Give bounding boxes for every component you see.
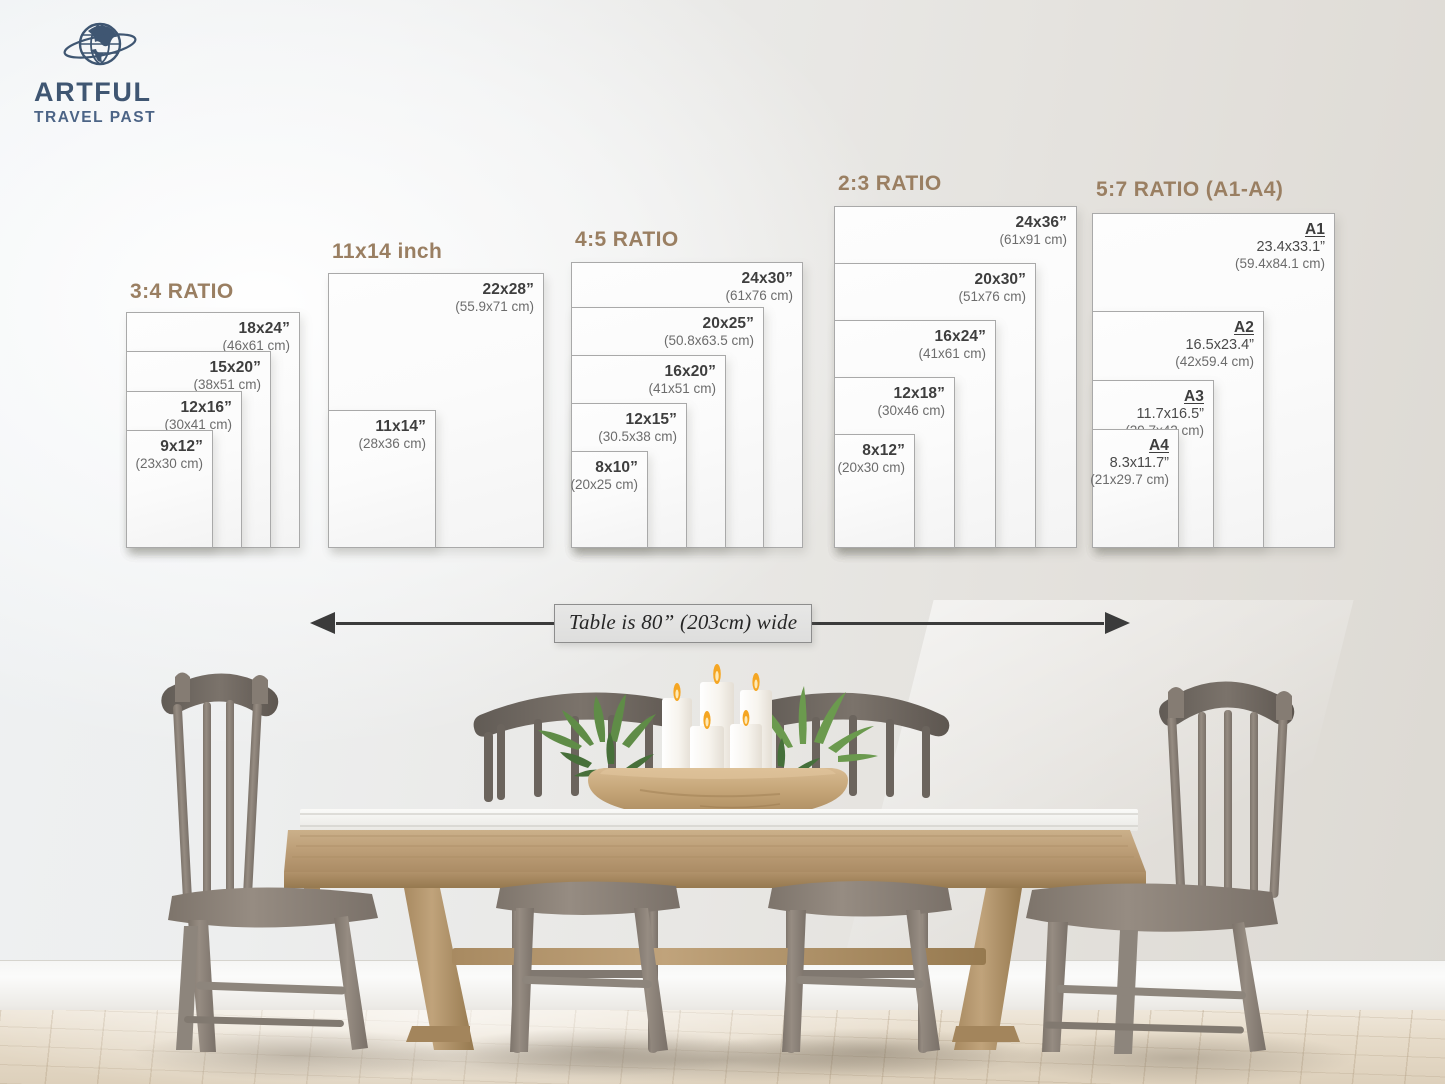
- frame-size-cm: (28x36 cm): [358, 436, 426, 452]
- frame-size-cm: (30.5x38 cm): [598, 429, 677, 445]
- frame-size-cm: (20x25 cm): [570, 477, 638, 493]
- frame-size-cm: (42x59.4 cm): [1175, 354, 1254, 370]
- frame-size-cm: (50.8x63.5 cm): [663, 333, 754, 349]
- frame-size[interactable]: A4 8.3x11.7” (21x29.7 cm): [1090, 429, 1179, 548]
- frame-label: 24x30” (61x76 cm): [725, 270, 793, 304]
- frame-label: 15x20” (38x51 cm): [193, 359, 261, 393]
- frame-label: A2 16.5x23.4” (42x59.4 cm): [1175, 319, 1254, 370]
- measure-label: Table is 80” (203cm) wide: [569, 610, 798, 634]
- dining-table: [284, 809, 1146, 1050]
- frame-size-name: A4: [1148, 437, 1169, 454]
- frame-label: 18x24” (46x61 cm): [222, 320, 290, 354]
- arrow-left-icon: [310, 612, 335, 634]
- arrow-right-icon: [1105, 612, 1130, 634]
- frame-label: 22x28” (55.9x71 cm): [455, 281, 534, 315]
- wooden-bowl: [588, 768, 848, 820]
- frame-size-inches: 18x24”: [238, 320, 290, 337]
- frame-size-inches: 20x30”: [974, 271, 1026, 288]
- frame-label: 24x36” (61x91 cm): [999, 214, 1067, 248]
- frame-size-cm: (59.4x84.1 cm): [1234, 256, 1325, 272]
- frame-size-inches: 8.3x11.7”: [1109, 455, 1169, 472]
- frame-size-cm: (61x91 cm): [999, 232, 1067, 248]
- frame-size-cm: (30x41 cm): [164, 417, 232, 433]
- centerpiece: [538, 664, 878, 820]
- frame-label: 8x12” (20x30 cm): [837, 442, 905, 476]
- frame-label: 9x12” (23x30 cm): [135, 438, 203, 472]
- logo-title: ARTFUL: [34, 77, 152, 107]
- chair-left: [161, 672, 378, 1052]
- furniture-layer: [130, 664, 1355, 1084]
- table-runner: [300, 809, 1138, 831]
- frame-size-cm: (20x30 cm): [837, 460, 905, 476]
- frame-size-cm: (46x61 cm): [222, 338, 290, 354]
- measure-label-box: Table is 80” (203cm) wide: [554, 604, 813, 643]
- frame-size-cm: (21x29.7 cm): [1090, 472, 1169, 488]
- frame-label: 11x14” (28x36 cm): [358, 418, 426, 452]
- frame-size-inches: 15x20”: [209, 359, 261, 376]
- frame-size-inches: 16x24”: [934, 328, 986, 345]
- frame-size-inches: 12x18”: [893, 385, 945, 402]
- frame-size[interactable]: 8x12” (20x30 cm): [834, 434, 915, 548]
- succulents: [538, 694, 656, 750]
- frame-size-inches: 24x30”: [741, 270, 793, 287]
- frame-size-cm: (41x61 cm): [918, 346, 986, 362]
- frame-label: 16x24” (41x61 cm): [918, 328, 986, 362]
- frame-size-inches: 16.5x23.4”: [1185, 337, 1254, 354]
- frame-size[interactable]: 11x14” (28x36 cm): [328, 410, 436, 548]
- frame-size-cm: (41x51 cm): [648, 381, 716, 397]
- frame-label: 12x15” (30.5x38 cm): [598, 411, 677, 445]
- frame-size-cm: (55.9x71 cm): [455, 299, 534, 315]
- frame-size-inches: 11.7x16.5”: [1136, 406, 1204, 423]
- frame-label: A1 23.4x33.1” (59.4x84.1 cm): [1235, 221, 1325, 272]
- frame-group-inch-11-14: 11x14 inch 22x28” (55.9x71 cm) 11x14” (2…: [328, 240, 550, 548]
- group-title: 4:5 RATIO: [575, 228, 679, 251]
- group-title: 3:4 RATIO: [130, 280, 234, 303]
- frame-group-ratio-2-3: 2:3 RATIO 24x36” (61x91 cm) 20x30” (51x7…: [834, 172, 1086, 548]
- frame-label: 12x16” (30x41 cm): [164, 399, 232, 433]
- frame-label: 16x20” (41x51 cm): [648, 363, 716, 397]
- group-title: 2:3 RATIO: [838, 172, 942, 195]
- brand-logo: ARTFUL TRAVEL PAST: [34, 20, 234, 127]
- frame-size-cm: (38x51 cm): [193, 377, 261, 393]
- frame-size-inches: 22x28”: [482, 281, 534, 298]
- frame-label: 8x10” (20x25 cm): [570, 459, 638, 493]
- frame-size-cm: (23x30 cm): [135, 456, 203, 472]
- frame-size-inches: 12x16”: [180, 399, 232, 416]
- frame-size-cm: (30x46 cm): [877, 403, 945, 419]
- group-title: 5:7 RATIO (A1-A4): [1096, 178, 1284, 201]
- frame-size-inches: 16x20”: [664, 363, 716, 380]
- frame-size-inches: 8x12”: [862, 442, 905, 459]
- table-width-measure: Table is 80” (203cm) wide: [310, 604, 1130, 643]
- frame-size-inches: 9x12”: [160, 438, 203, 455]
- chair-shadow: [1005, 1031, 1355, 1084]
- frame-size-name: A1: [1304, 221, 1325, 238]
- pillar-candles: [662, 664, 772, 782]
- globe-icon: [63, 22, 137, 66]
- frame-label: 12x18” (30x46 cm): [877, 385, 945, 419]
- frame-size-inches: 8x10”: [595, 459, 638, 476]
- frame-group-ratio-5-7: 5:7 RATIO (A1-A4) A1 23.4x33.1” (59.4x84…: [1090, 178, 1342, 548]
- frame-size-inches: 12x15”: [625, 411, 677, 428]
- frame-size-cm: (61x76 cm): [725, 288, 793, 304]
- frame-group-ratio-3-4: 3:4 RATIO 18x24” (46x61 cm) 15x20” (38x5…: [126, 280, 311, 548]
- frame-group-ratio-4-5: 4:5 RATIO 24x30” (61x76 cm) 20x25” (50.8…: [570, 228, 811, 548]
- frame-label: 20x25” (50.8x63.5 cm): [664, 315, 754, 349]
- frame-size[interactable]: 9x12” (23x30 cm): [126, 430, 213, 548]
- chair-right: [1026, 681, 1295, 1054]
- frame-label: A4 8.3x11.7” (21x29.7 cm): [1090, 437, 1169, 488]
- frame-size-name: A2: [1233, 319, 1254, 336]
- chair-center-legs: [496, 881, 952, 1052]
- frame-size-name: A3: [1183, 388, 1204, 405]
- group-title: 11x14 inch: [332, 240, 443, 263]
- frame-label: 20x30” (51x76 cm): [958, 271, 1026, 305]
- frame-size-inches: 24x36”: [1015, 214, 1067, 231]
- frame-size[interactable]: 8x10” (20x25 cm): [570, 451, 648, 548]
- logo-subtitle: TRAVEL PAST: [34, 109, 157, 127]
- frame-size-cm: (51x76 cm): [958, 289, 1026, 305]
- frame-size-inches: 23.4x33.1”: [1256, 239, 1325, 256]
- frame-size-inches: 20x25”: [702, 315, 754, 332]
- frame-size-inches: 11x14”: [375, 418, 426, 435]
